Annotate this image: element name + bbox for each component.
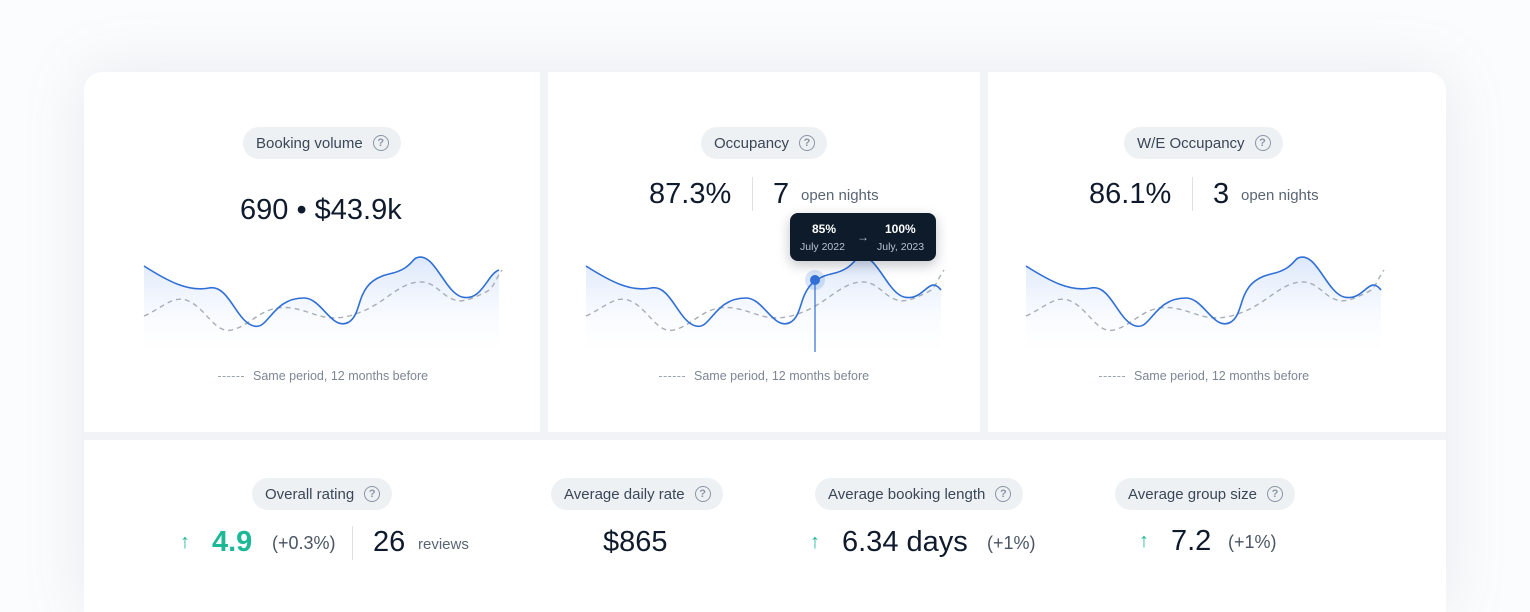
overall-rating-pill[interactable]: Overall rating ? bbox=[252, 478, 393, 510]
booking-volume-sparkline bbox=[143, 256, 503, 362]
booking-volume-line bbox=[143, 256, 500, 327]
occupancy-separator bbox=[752, 177, 753, 211]
booking-volume-pill[interactable]: Booking volume ? bbox=[243, 127, 401, 159]
question-circle-icon[interactable]: ? bbox=[995, 486, 1012, 502]
occupancy-hover-point[interactable] bbox=[810, 275, 820, 285]
we-occupancy-separator bbox=[1192, 177, 1193, 211]
average-daily-rate-label: Average daily rate bbox=[564, 485, 685, 503]
occupancy-label: Occupancy bbox=[714, 134, 790, 152]
legend-text: Same period, 12 months before bbox=[253, 369, 429, 383]
legend-text: Same period, 12 months before bbox=[1134, 369, 1310, 383]
occupancy-line bbox=[585, 256, 942, 327]
arrow-up-icon: ↑ bbox=[810, 531, 820, 553]
we-occupancy-card: W/E Occupancy ? 86.1% 3 open nights Same… bbox=[988, 72, 1446, 432]
we-occupancy-legend: Same period, 12 months before bbox=[1099, 369, 1309, 383]
dashed-line-icon bbox=[659, 375, 685, 377]
we-occupancy-line bbox=[1025, 256, 1382, 327]
booking-volume-card: Booking volume ? 690 • $43.9k Same perio… bbox=[84, 72, 540, 432]
dashed-line-icon bbox=[1099, 375, 1125, 377]
legend-text: Same period, 12 months before bbox=[694, 369, 870, 383]
we-occupancy-open-nights-count: 3 bbox=[1213, 178, 1230, 210]
occupancy-pill[interactable]: Occupancy ? bbox=[701, 127, 828, 159]
booking-volume-comparison-line bbox=[143, 269, 503, 331]
average-daily-rate-value: $865 bbox=[603, 526, 668, 558]
rating-separator bbox=[352, 526, 353, 560]
we-occupancy-area bbox=[1026, 256, 1381, 362]
we-occupancy-label: W/E Occupancy bbox=[1137, 134, 1245, 152]
we-occupancy-comparison-line bbox=[1025, 269, 1385, 331]
tooltip-from-value: 85% bbox=[812, 222, 837, 236]
overall-rating-value: 4.9 bbox=[212, 526, 253, 558]
arrow-right-icon: → bbox=[857, 230, 869, 244]
occupancy-legend: Same period, 12 months before bbox=[659, 369, 869, 383]
occupancy-card: Occupancy ? 87.3% 7 open nights 85% July… bbox=[548, 72, 980, 432]
we-occupancy-open-nights-label: open nights bbox=[1241, 187, 1319, 204]
we-occupancy-sparkline bbox=[1025, 256, 1385, 362]
tooltip-to-value: 100% bbox=[885, 222, 916, 236]
average-group-size-label: Average group size bbox=[1128, 485, 1257, 503]
dashboard-frame: Booking volume ? 690 • $43.9k Same perio… bbox=[84, 72, 1446, 612]
occupancy-value: 87.3% bbox=[649, 178, 732, 210]
arrow-up-icon: ↑ bbox=[1139, 530, 1149, 552]
average-booking-length-label: Average booking length bbox=[828, 485, 986, 503]
average-booking-length-delta: (+1%) bbox=[987, 533, 1036, 553]
occupancy-comparison-line bbox=[585, 269, 945, 331]
average-group-size-value: 7.2 bbox=[1171, 525, 1212, 557]
question-circle-icon[interactable]: ? bbox=[1266, 486, 1283, 502]
average-booking-length-value: 6.34 days bbox=[842, 526, 968, 558]
booking-volume-value: 690 • $43.9k bbox=[240, 194, 402, 226]
booking-volume-legend: Same period, 12 months before bbox=[218, 369, 428, 383]
question-circle-icon[interactable]: ? bbox=[364, 486, 381, 502]
booking-volume-area bbox=[144, 256, 499, 362]
question-circle-icon[interactable]: ? bbox=[694, 486, 711, 502]
average-group-size-delta: (+1%) bbox=[1228, 532, 1277, 552]
arrow-up-icon: ↑ bbox=[180, 531, 190, 553]
question-circle-icon[interactable]: ? bbox=[372, 135, 389, 151]
overall-rating-label: Overall rating bbox=[265, 485, 355, 503]
occupancy-area bbox=[586, 256, 941, 362]
overall-rating-delta: (+0.3%) bbox=[272, 533, 336, 553]
occupancy-open-nights-count: 7 bbox=[773, 178, 790, 210]
we-occupancy-value: 86.1% bbox=[1089, 178, 1172, 210]
average-booking-length-pill[interactable]: Average booking length ? bbox=[815, 478, 1024, 510]
reviews-count: 26 bbox=[373, 526, 406, 558]
dashed-line-icon bbox=[218, 375, 244, 377]
tooltip-from-date: July 2022 bbox=[800, 241, 845, 253]
reviews-label: reviews bbox=[418, 536, 469, 553]
tooltip-to-date: July, 2023 bbox=[877, 241, 925, 253]
question-circle-icon[interactable]: ? bbox=[1254, 135, 1271, 151]
occupancy-open-nights-label: open nights bbox=[801, 187, 879, 204]
average-daily-rate-pill[interactable]: Average daily rate ? bbox=[551, 478, 723, 510]
question-circle-icon[interactable]: ? bbox=[799, 135, 816, 151]
booking-volume-label: Booking volume bbox=[256, 134, 363, 152]
occupancy-sparkline bbox=[585, 256, 945, 362]
summary-metrics-row: Overall rating ? ↑ 4.9 (+0.3%) 26 review… bbox=[84, 440, 1446, 612]
we-occupancy-pill[interactable]: W/E Occupancy ? bbox=[1124, 127, 1283, 159]
average-group-size-pill[interactable]: Average group size ? bbox=[1115, 478, 1295, 510]
occupancy-tooltip: 85% July 2022 → 100% July, 2023 bbox=[790, 213, 936, 261]
